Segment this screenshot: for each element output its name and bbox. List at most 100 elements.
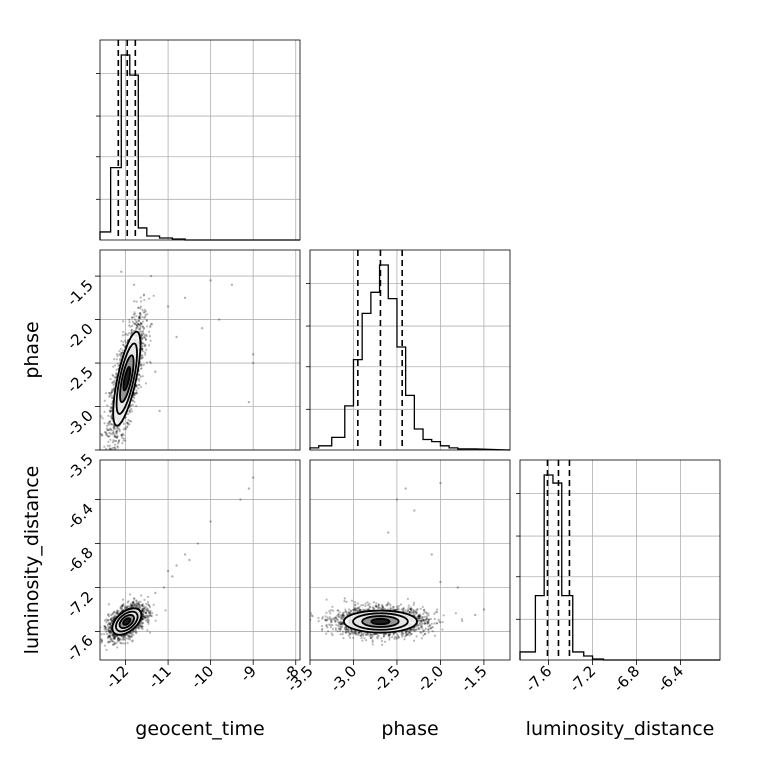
- panel-luminosity-distance-vs-phase-sample-375: [406, 632, 409, 635]
- panel-luminosity-distance-vs-geocent-time-sample-1077: [109, 621, 112, 624]
- panel-luminosity-distance-vs-geocent-time-sample-751: [104, 625, 107, 628]
- panel-phase-vs-geocent-time-sample-1480: [139, 385, 143, 389]
- panel-luminosity-distance-vs-geocent-time-sample-1797: [144, 611, 147, 614]
- panel-phase-vs-geocent-time-sample-760: [135, 391, 138, 395]
- panel-luminosity-distance-vs-geocent-time-sample-824: [104, 626, 107, 629]
- panel-phase-vs-geocent-time-sample-1498: [118, 430, 121, 433]
- panel-phase-vs-geocent-time-sample-1028: [135, 384, 138, 388]
- panel-luminosity-distance-vs-geocent-time-sample-370: [141, 609, 144, 613]
- panel-luminosity-distance-vs-geocent-time: -7.6-7.2-6.8-6.4-12 -11 -10 -9 -8: [63, 459, 303, 692]
- panel-phase-vs-geocent-time-sample-1688: [121, 436, 124, 440]
- panel-luminosity-distance-vs-geocent-time-sample-1460: [135, 599, 138, 602]
- panel-luminosity-distance-vs-geocent-time-sample-332: [109, 634, 112, 637]
- panel-phase-vs-geocent-time-sample-1672: [110, 429, 113, 432]
- panel-phase-vs-geocent-time-sample-308: [128, 324, 131, 327]
- panel-phase-vs-geocent-time-sample-221: [139, 375, 142, 378]
- panel-luminosity-distance-vs-phase-sample-1059: [400, 634, 403, 637]
- panel-luminosity-distance-vs-geocent-time-sample-1530: [105, 618, 108, 621]
- panel-luminosity-distance-vs-geocent-time-sample-1350: [103, 644, 107, 647]
- panel-luminosity-distance-vs-geocent-time-sample-1167: [116, 609, 119, 612]
- panel-luminosity-distance-vs-phase-sample-433: [429, 617, 432, 621]
- panel-luminosity-distance-vs-geocent-time-sample-666: [114, 612, 118, 615]
- panel-phase-vs-geocent-time-sample-1477: [144, 343, 147, 346]
- panel-luminosity-distance-vs-geocent-time-sample-1363: [141, 608, 144, 612]
- panel-phase-vs-geocent-time-sample-538: [152, 294, 155, 297]
- panel-luminosity-distance-vs-geocent-time-sample-1149: [112, 637, 115, 640]
- panel-phase-vs-geocent-time-sample-1097: [115, 439, 118, 443]
- panel-phase-vs-geocent-time-sample-262: [117, 468, 119, 470]
- panel-luminosity-distance-vs-phase-sample-371: [354, 631, 357, 634]
- panel-luminosity-distance-vs-geocent-time-sample-88: [135, 604, 138, 608]
- panel-luminosity-distance-vs-phase-sample-644: [413, 611, 416, 614]
- panel-phase-vs-geocent-time-sample-784: [138, 383, 141, 386]
- panel-luminosity-distance-vs-phase-sample-706: [392, 632, 395, 635]
- panel-luminosity-distance-vs-geocent-time-sample-253: [130, 603, 133, 606]
- panel-luminosity-distance-vs-phase-sample-232: [430, 626, 433, 629]
- panel-phase-vs-geocent-time-sample-1593: [130, 330, 133, 334]
- panel-luminosity-distance-vs-geocent-time-sample-561: [112, 618, 115, 622]
- panel-luminosity-distance-vs-geocent-time-sample-767: [112, 635, 115, 639]
- panel-luminosity-distance-vs-phase-sample-1103: [418, 613, 421, 617]
- panel-phase-vs-geocent-time-sample-809: [137, 373, 141, 376]
- panel-phase-vs-geocent-time-sample-1086: [147, 344, 151, 347]
- panel-luminosity-distance-vs-phase-sample-227: [344, 630, 347, 633]
- panel-luminosity-distance-vs-geocent-time-sample-1242: [125, 606, 128, 609]
- panel-phase-vs-geocent-time-sample-1574: [103, 399, 106, 402]
- panel-phase-vs-geocent-time-sample-1195: [116, 354, 119, 358]
- panel-luminosity-distance-vs-geocent-time-xticklabel-3: -9: [237, 662, 260, 685]
- panel-luminosity-distance-vs-phase-sample-43: [397, 636, 401, 639]
- panel-phase-vs-geocent-time-sample-712: [144, 315, 147, 318]
- panel-luminosity-distance-vs-geocent-time-sample-990: [114, 636, 117, 639]
- panel-phase-vs-geocent-time-sample-522: [121, 472, 123, 474]
- panel-phase-vs-geocent-time-sample-88: [138, 328, 141, 331]
- panel-luminosity-distance-vs-geocent-time-sample-110: [140, 621, 143, 624]
- panel-luminosity-distance-vs-phase-sample-966: [349, 611, 352, 615]
- panel-phase-vs-geocent-time-sample-1206: [148, 335, 152, 338]
- panel-luminosity-distance-vs-phase-sample-574: [425, 622, 428, 625]
- panel-luminosity-distance-vs-geocent-time-sample-186: [131, 604, 134, 607]
- panel-luminosity-distance-vs-geocent-time-sample-108: [112, 610, 116, 613]
- panel-luminosity-distance-vs-phase-sample-1140: [424, 619, 427, 622]
- panel-phase-vs-geocent-time-sample-1031: [111, 381, 114, 384]
- panel-luminosity-distance-vs-phase-sample-453: [362, 634, 365, 637]
- panel-luminosity-distance-vs-geocent-time-sample-781: [140, 627, 143, 630]
- panel-luminosity-distance-vs-geocent-time-sample-1174: [127, 634, 130, 637]
- panel-luminosity-distance-vs-geocent-time-sample-803: [140, 622, 143, 625]
- panel-phase-vs-geocent-time-sample-359: [107, 423, 111, 426]
- hist-luminosity-distance-xticklabel-3: -6.4: [654, 662, 687, 695]
- panel-phase-vs-geocent-time-sample-1275: [103, 445, 106, 448]
- panel-luminosity-distance-vs-geocent-time-sample-1583: [143, 607, 146, 610]
- panel-luminosity-distance-vs-phase-sample-330: [406, 633, 410, 636]
- panel-phase-vs-geocent-time-sample-536: [118, 350, 121, 353]
- panel-phase-vs-geocent-time-sample-484: [137, 322, 140, 325]
- panel-luminosity-distance-vs-geocent-time-sample-599: [138, 604, 141, 607]
- panel-luminosity-distance-vs-geocent-time-sample-1173: [141, 622, 144, 625]
- panel-phase-vs-geocent-time-sample-1165: [127, 418, 130, 422]
- panel-phase-vs-geocent-time-sample-839: [107, 414, 110, 417]
- panel-luminosity-distance-vs-geocent-time-sample-400: [127, 635, 130, 638]
- panel-luminosity-distance-vs-phase-sample-336: [324, 618, 327, 621]
- panel-luminosity-distance-vs-geocent-time-sample-619: [108, 622, 111, 625]
- panel-luminosity-distance-vs-geocent-time-sample-1121: [146, 615, 149, 619]
- panel-luminosity-distance-vs-geocent-time-sample-1512: [147, 620, 150, 624]
- panel-luminosity-distance-vs-phase-sample-1024: [407, 631, 411, 634]
- panel-luminosity-distance-vs-geocent-time-sample-1790: [131, 601, 135, 604]
- panel-luminosity-distance-vs-geocent-time-sample-1007: [107, 634, 110, 637]
- panel-luminosity-distance-vs-geocent-time-sample-1439: [121, 635, 124, 638]
- panel-luminosity-distance-vs-phase-sample-675: [324, 615, 327, 618]
- panel-phase-vs-geocent-time-sample-1256: [138, 323, 141, 326]
- panel-phase-vs-geocent-time-sample-261: [133, 311, 136, 314]
- panel-luminosity-distance-vs-phase-sample-359: [351, 632, 354, 635]
- panel-phase-vs-geocent-time-sample-295: [131, 399, 134, 402]
- panel-phase-vs-geocent-time-sample-948: [120, 433, 123, 437]
- panel-luminosity-distance-vs-phase-sample-133: [413, 628, 416, 632]
- panel-phase-vs-geocent-time-sample-38: [115, 372, 118, 375]
- panel-luminosity-distance-vs-geocent-time-sample-1485: [109, 629, 112, 632]
- panel-phase-vs-geocent-time-outlier-4: [183, 296, 187, 300]
- panel-phase-vs-geocent-time-sample-186: [140, 366, 143, 370]
- panel-phase-vs-geocent-time-sample-332: [113, 432, 116, 436]
- panel-luminosity-distance-vs-phase-sample-652: [371, 643, 374, 646]
- panel-luminosity-distance-vs-phase-sample-317: [414, 609, 417, 612]
- panel-phase-vs-geocent-time-sample-591: [107, 420, 111, 423]
